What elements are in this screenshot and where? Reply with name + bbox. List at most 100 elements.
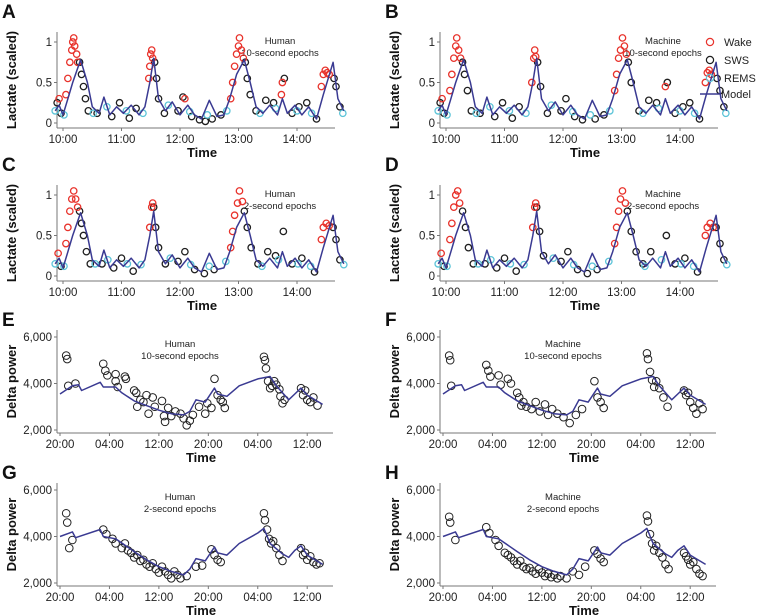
x-tick-label: 12:00 — [293, 439, 322, 451]
sws-point — [77, 219, 86, 228]
wake-point — [71, 195, 80, 203]
delta-power-point — [98, 359, 108, 369]
delta-power-point — [565, 418, 574, 428]
delta-power-point — [540, 400, 550, 409]
panel-b: B 0 0.5 1 10:00 11:00 12:00 13:00 14:00 Time Lacta… — [385, 2, 730, 160]
x-tick-label: 11:00 — [491, 134, 519, 146]
y-tick-label: 6,000 — [406, 332, 435, 344]
wake-point — [618, 187, 627, 195]
sws-point — [458, 58, 467, 67]
y-tick-label: 6,000 — [406, 485, 435, 497]
panel-c: C 0 0.5 1 10:00 11:00 12:00 13:00 14:00 Time Lacta… — [2, 155, 348, 313]
wake-point — [530, 46, 539, 54]
panel-label: A — [2, 2, 16, 23]
delta-power-point — [275, 550, 284, 560]
rems-point — [203, 111, 212, 119]
sws-point — [247, 243, 256, 252]
x-tick-label: 13:00 — [224, 134, 253, 146]
wake-point — [701, 231, 710, 240]
y-axis-label: Delta power — [4, 345, 19, 419]
sws-point — [681, 254, 689, 263]
wake-point — [277, 90, 286, 99]
delta-power-point — [139, 397, 148, 407]
x-tick-label: 20:00 — [429, 592, 458, 604]
delta-power-point — [580, 562, 590, 572]
annotation-source: Machine — [645, 36, 681, 47]
delta-power-point — [200, 409, 210, 419]
rems-point — [205, 262, 214, 271]
delta-power-point — [163, 403, 173, 413]
delta-power-point — [494, 371, 503, 380]
rems-point — [586, 111, 595, 119]
sws-point — [583, 269, 592, 278]
legend-marker-wake — [705, 37, 715, 47]
y-axis-label: Lactate (scaled) — [387, 184, 402, 282]
panel-f: F 2,000 4,000 6,000 20:00 04:00 12:00 20:00 04:0… — [385, 310, 716, 465]
delta-power-point — [197, 561, 207, 570]
delta-power-point — [543, 410, 553, 420]
delta-power-point — [577, 404, 587, 414]
y-tick-label: 0.5 — [419, 231, 435, 243]
delta-power-point — [61, 508, 71, 518]
delta-power-point — [62, 354, 72, 364]
rems-point — [588, 262, 597, 271]
x-tick-label: 04:00 — [626, 439, 655, 451]
delta-power-point — [556, 571, 565, 581]
delta-power-point — [486, 372, 495, 381]
wake-point — [145, 223, 154, 232]
sws-point — [713, 74, 721, 83]
model-line — [54, 57, 345, 120]
sws-point — [208, 115, 217, 123]
delta-power-point — [445, 355, 455, 365]
sws-point — [508, 114, 517, 122]
sws-point — [463, 86, 472, 95]
sws-point — [82, 247, 91, 256]
sws-point — [564, 247, 572, 256]
wake-point — [147, 203, 156, 212]
delta-power-point — [512, 388, 522, 398]
delta-power-point — [527, 404, 536, 414]
wake-point — [620, 42, 629, 50]
delta-power-point — [300, 386, 310, 395]
annotation-epoch: 2-second epochs — [144, 504, 217, 515]
y-axis-label: Delta power — [387, 345, 402, 419]
delta-power-point — [278, 556, 287, 566]
wake-point — [230, 62, 239, 71]
delta-power-point — [132, 402, 142, 412]
x-tick-label: 04:00 — [95, 592, 124, 604]
wake-point — [72, 50, 81, 59]
model-line — [54, 210, 345, 273]
delta-power-point — [599, 403, 608, 413]
rems-point — [51, 107, 60, 115]
wake-point — [62, 239, 70, 248]
sws-point — [279, 227, 288, 236]
rems-point — [486, 102, 494, 111]
delta-power-point — [218, 397, 228, 407]
panel-label: H — [385, 463, 399, 484]
delta-power-point — [484, 366, 493, 376]
sws-point — [187, 112, 196, 121]
y-tick-label: 0 — [46, 118, 52, 130]
panel-label: C — [2, 155, 16, 176]
wake-point — [438, 94, 446, 103]
y-axis-label: Lactate (scaled) — [387, 31, 402, 129]
rems-point — [258, 262, 266, 271]
delta-power-point — [62, 518, 72, 527]
wake-point — [456, 54, 465, 63]
wake-point — [64, 74, 72, 83]
delta-power-point — [531, 397, 540, 407]
delta-power-point — [144, 409, 153, 419]
legend-label-wake: Wake — [724, 37, 752, 49]
wake-point — [618, 34, 627, 42]
y-tick-label: 0 — [46, 271, 52, 283]
wake-point — [437, 249, 445, 258]
sws-point — [161, 260, 170, 268]
model-line — [442, 527, 706, 576]
sws-point — [570, 112, 579, 121]
wake-point — [528, 223, 537, 232]
sws-point — [330, 74, 338, 83]
x-tick-label: 14:00 — [283, 134, 312, 146]
delta-power-point — [685, 397, 695, 407]
x-tick-label: 10:00 — [49, 134, 78, 146]
x-tick-label: 04:00 — [478, 592, 507, 604]
